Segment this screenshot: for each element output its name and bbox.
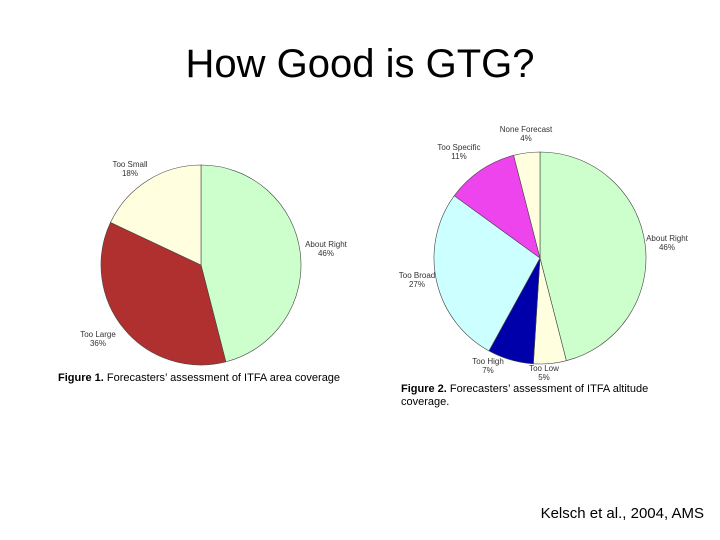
slice-percent: 27% <box>409 280 425 289</box>
pie-slice-none-forecast <box>513 151 541 259</box>
slice-label: None Forecast <box>500 125 553 134</box>
slice-label: Too Low <box>529 364 559 373</box>
figure-1-area-coverage: About Right 46% Too Large 36% Too Small 18% <box>58 155 350 400</box>
slide-title: How Good is GTG? <box>185 42 535 86</box>
pie-slice-too-small <box>110 164 202 266</box>
figure-2-caption-label: Figure 2. <box>401 383 447 395</box>
slice-percent: 7% <box>482 366 494 375</box>
pie-slice-too-specific <box>453 154 541 259</box>
slice-percent: 36% <box>90 339 106 348</box>
slice-label: About Right <box>646 234 689 243</box>
pie-slice-about-right <box>200 164 302 363</box>
figure-1-caption: Figure 1. Forecasters’ assessment of ITF… <box>58 372 350 385</box>
slice-percent: 18% <box>122 169 138 178</box>
slice-label: Too Specific <box>437 143 480 152</box>
slice-percent: 46% <box>659 243 675 252</box>
figure-2-caption: Figure 2. Forecasters’ assessment of ITF… <box>401 383 693 409</box>
pie-slice-too-large <box>100 222 227 366</box>
slice-label: About Right <box>305 240 348 249</box>
slice-percent: 5% <box>538 373 550 382</box>
figure-1-caption-label: Figure 1. <box>58 372 104 384</box>
pie-slice-too-broad <box>433 195 541 352</box>
slice-percent: 46% <box>318 249 334 258</box>
figure-1-caption-text: Forecasters’ assessment of ITFA area cov… <box>106 372 341 384</box>
slice-label: Too Small <box>112 160 147 169</box>
figure-2-altitude-coverage: About Right 46% Too Low 5% Too High 7% Too Bro… <box>399 122 691 414</box>
slice-percent: 4% <box>520 134 532 143</box>
slice-label: Too High <box>472 357 504 366</box>
pie-slice-about-right <box>539 151 647 362</box>
slice-label: Too Large <box>80 330 116 339</box>
citation: Kelsch et al., 2004, AMS <box>540 505 704 522</box>
figure-2-caption-text: Forecasters’ assessment of ITFA altitude… <box>401 383 649 408</box>
slice-percent: 11% <box>451 152 466 161</box>
slice-label: Too Broad <box>399 271 435 280</box>
